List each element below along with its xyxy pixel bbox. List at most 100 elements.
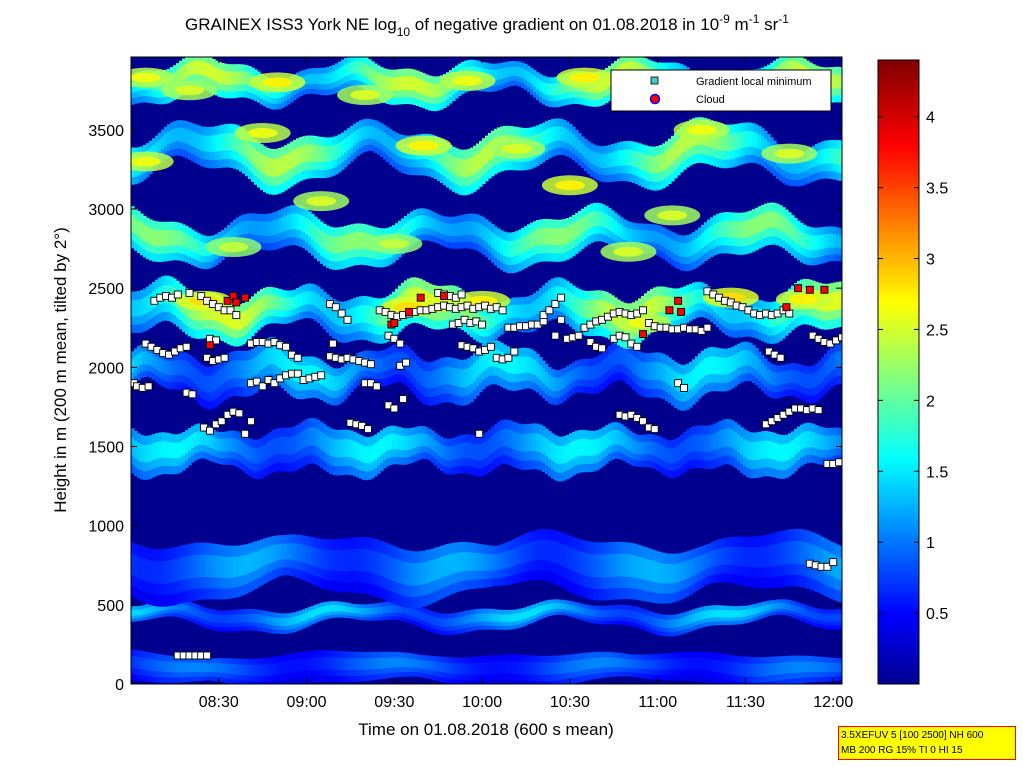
heatmap-cell: [257, 681, 261, 684]
heatmap-cell: [656, 435, 660, 444]
heatmap-cell: [611, 437, 615, 445]
heatmap-cell: [791, 464, 795, 474]
heatmap-cell: [623, 604, 627, 610]
heatmap-cell: [305, 545, 309, 555]
heatmap-cell: [527, 667, 531, 675]
heatmap-cell: [521, 572, 525, 582]
heatmap-cell: [710, 621, 714, 626]
heatmap-cell: [632, 654, 636, 660]
heatmap-cell: [665, 468, 669, 477]
heatmap-cell: [398, 449, 402, 458]
heatmap-cell: [749, 618, 753, 622]
heatmap-cell: [809, 438, 813, 447]
heatmap-cell: [344, 614, 348, 618]
heatmap-cell: [152, 614, 156, 619]
heatmap-cell: [206, 612, 210, 617]
heatmap-cell: [815, 676, 819, 683]
heatmap-cell: [194, 657, 198, 663]
heatmap-cell: [446, 662, 450, 668]
heatmap-cell: [563, 600, 567, 604]
heatmap-cell: [527, 609, 531, 614]
heatmap-cell: [494, 577, 498, 586]
heatmap-cell: [512, 548, 516, 558]
heatmap-cell: [779, 656, 783, 663]
heatmap-cell: [518, 459, 522, 470]
heatmap-cell: [521, 442, 525, 452]
heatmap-cell: [617, 553, 621, 566]
heatmap-cell: [344, 438, 348, 448]
heatmap-cell: [152, 664, 156, 671]
heatmap-cell: [158, 610, 162, 615]
heatmap-cell: [503, 667, 507, 674]
heatmap-cell: [260, 681, 264, 684]
heatmap-cell: [224, 658, 228, 664]
heatmap-cell: [662, 614, 666, 620]
heatmap-cell: [773, 602, 777, 607]
heatmap-cell: [188, 671, 192, 677]
heatmap-cell: [356, 570, 360, 582]
heatmap-cell: [647, 614, 651, 620]
heatmap-cell: [596, 453, 600, 463]
heatmap-cell: [224, 566, 228, 578]
heatmap-cell: [137, 555, 141, 568]
heatmap-cell: [284, 427, 288, 438]
heatmap-cell: [698, 433, 702, 443]
heatmap-cell: [539, 615, 543, 620]
heatmap-cell: [233, 430, 237, 439]
heatmap-cell: [734, 422, 738, 432]
heatmap-cell: [443, 544, 447, 556]
heatmap-cell: [617, 541, 621, 554]
heatmap-cell: [377, 539, 381, 552]
heatmap-cell: [683, 570, 687, 580]
heatmap-cell: [350, 559, 354, 571]
heatmap-cell: [626, 605, 630, 610]
heatmap-cell: [404, 657, 408, 663]
heatmap-cell: [776, 451, 780, 461]
heatmap-cell: [836, 617, 840, 622]
heatmap-cell: [320, 431, 324, 441]
heatmap-cell: [293, 619, 297, 625]
heatmap-cell: [284, 613, 288, 618]
heatmap-cell: [713, 658, 717, 666]
heatmap-cell: [263, 675, 267, 682]
heatmap-cell: [587, 438, 591, 448]
heatmap-cell: [389, 601, 393, 606]
heatmap-cell: [641, 441, 645, 449]
heatmap-cell: [704, 568, 708, 578]
heatmap-cell: [503, 454, 507, 464]
heatmap-cell: [665, 563, 669, 574]
heatmap-cell: [434, 665, 438, 671]
heatmap-cell: [623, 666, 627, 672]
heatmap-cell: [389, 433, 393, 442]
heatmap-cell: [539, 661, 543, 669]
heatmap-cell: [569, 607, 573, 611]
heatmap-cell: [542, 604, 546, 609]
heatmap-cell: [839, 617, 842, 622]
heatmap-cell: [479, 608, 483, 614]
heatmap-cell: [626, 553, 630, 566]
heatmap-cell: [497, 545, 501, 554]
heatmap-cell: [560, 436, 564, 447]
heatmap-cell: [497, 569, 501, 578]
heatmap-cell: [428, 582, 432, 594]
heatmap-cell: [686, 461, 690, 471]
heatmap-cell: [392, 666, 396, 673]
heatmap-cell: [320, 440, 324, 450]
heatmap-cell: [542, 529, 546, 540]
heatmap-cell: [203, 444, 207, 452]
heatmap-cell: [434, 616, 438, 622]
heatmap-cell: [398, 582, 402, 595]
heatmap-cell: [431, 627, 435, 633]
heatmap-cell: [461, 657, 465, 664]
heatmap-cell: [608, 453, 612, 462]
heatmap-cell: [149, 670, 153, 677]
heatmap-cell: [359, 675, 363, 682]
heatmap-cell: [557, 436, 561, 446]
heatmap-cell: [491, 577, 495, 587]
heatmap-cell: [545, 549, 549, 561]
heatmap-cell: [317, 656, 321, 664]
heatmap-cell: [332, 650, 336, 658]
heatmap-cell: [140, 674, 144, 682]
heatmap-cell: [770, 662, 774, 670]
heatmap-cell: [209, 391, 213, 401]
